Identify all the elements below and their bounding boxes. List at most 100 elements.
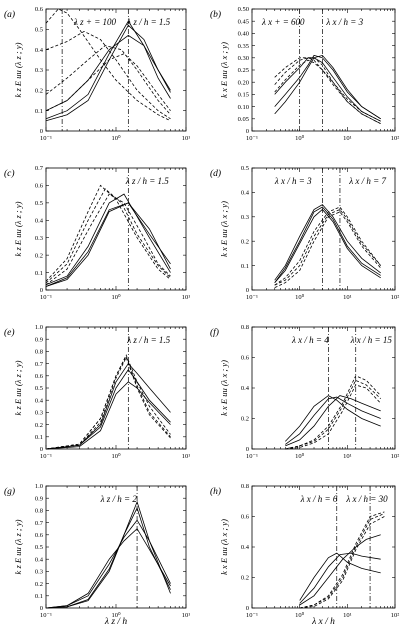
annotation: λ x / h = 15 — [350, 335, 393, 345]
y-tick-label: 0.8 — [241, 324, 249, 331]
panel-a: 0 0.1 0.2 0.3 0.4 0.5 0.6 10⁻¹ 10⁰ 10¹ (a) λ z + = … — [4, 6, 190, 142]
series-line-6 — [45, 356, 171, 450]
x-tick-label: 10² — [391, 294, 400, 301]
series-line-4 — [274, 57, 381, 125]
y-tick-label: 0.9 — [35, 495, 43, 502]
axes-frame — [251, 8, 396, 132]
annotation: λ x / h = 4 — [291, 335, 329, 345]
series-line-3 — [45, 519, 171, 609]
annotation: λ z / h = 2 — [100, 494, 138, 504]
x-tick-label: 10⁻¹ — [246, 294, 258, 301]
x-axis-label-left: λ z / h — [104, 617, 128, 627]
x-tick-label: 10⁰ — [111, 134, 121, 142]
y-tick-label: 0.4 — [35, 397, 44, 404]
series-line-2 — [274, 54, 381, 120]
y-tick-label: 0.20 — [238, 79, 249, 86]
x-tick-label: 10⁻¹ — [40, 294, 52, 301]
y-tick-label: 0.6 — [241, 514, 250, 521]
y-tick-label: 0.8 — [35, 349, 43, 356]
annotation: λ x / h = 3 — [274, 176, 312, 186]
y-tick-label: 0.5 — [35, 544, 43, 551]
y-tick-label: 0.4 — [35, 556, 44, 563]
panel-d: 0 0.1 0.2 0.3 0.4 0.5 10⁻¹ 10⁰ 10¹ 10² (d) λ x / h … — [210, 165, 399, 301]
y-tick-label: 0 — [246, 605, 249, 612]
y-tick-label: 0.1 — [35, 270, 43, 277]
x-tick-label: 10¹ — [182, 294, 191, 301]
x-tick-label: 10¹ — [343, 294, 352, 301]
x-tick-label: 10⁻¹ — [40, 612, 52, 619]
y-tick-label: 0.3 — [241, 214, 249, 221]
y-tick-label: 0.4 — [241, 385, 250, 392]
y-tick-label: 0.6 — [35, 183, 44, 190]
series-line-4 — [45, 528, 171, 609]
series-line-6 — [299, 516, 385, 609]
y-tick-label: 0.3 — [35, 235, 43, 242]
y-tick-label: 0.50 — [238, 6, 249, 13]
y-tick-label: 0.05 — [238, 116, 249, 123]
annotation: λ x + = 600 — [261, 17, 305, 27]
y-tick-label: 0.2 — [241, 575, 249, 582]
annotation: λ z / h = 1.5 — [125, 176, 169, 186]
series-line-1 — [45, 24, 171, 122]
x-tick-label: 10¹ — [343, 135, 352, 142]
y-tick-label: 0.9 — [35, 336, 43, 343]
x-tick-label: 10⁰ — [295, 452, 305, 460]
annotation: λ x / h = 30 — [345, 494, 388, 504]
y-axis-label: k x E uu (λ x ; y) — [219, 360, 229, 416]
y-axis-label: k z E uu (λ z ; y) — [13, 201, 23, 256]
y-tick-label: 0.5 — [241, 165, 249, 172]
annotation: λ z / h = 1.5 — [126, 17, 170, 27]
x-axis-label-right: λ x / h — [311, 617, 335, 627]
y-tick-label: 0 — [40, 605, 43, 612]
y-tick-label: 0.6 — [35, 532, 44, 539]
y-tick-label: 0.4 — [241, 190, 250, 197]
y-tick-label: 0.1 — [35, 434, 43, 441]
y-axis-label: k x E uu (λ x ; y) — [219, 519, 229, 575]
y-tick-label: 1.0 — [35, 324, 43, 331]
panel-e: 0 0.1 0.2 0.3 0.4 0.5 0.6 0.7 0.8 0.9 1.0 10⁻¹ 10⁰ 10… — [4, 324, 190, 460]
x-tick-label: 10⁻¹ — [40, 135, 52, 142]
series-line-1 — [274, 204, 381, 281]
series-line-3 — [285, 395, 381, 447]
series-line-5 — [45, 188, 171, 284]
axes-frame — [251, 167, 396, 291]
y-tick-label: 0.2 — [35, 422, 43, 429]
x-tick-label: 10⁰ — [295, 134, 305, 142]
series-line-4 — [274, 206, 382, 286]
y-tick-label: 0 — [246, 128, 249, 135]
axes-frame — [45, 485, 187, 609]
annotation: λ x / h = 3 — [325, 17, 363, 27]
series-line-5 — [45, 355, 171, 450]
series-line-2 — [285, 396, 381, 445]
axes-frame — [45, 8, 187, 132]
y-tick-label: 0.6 — [35, 6, 44, 13]
y-tick-label: 0 — [40, 128, 43, 135]
y-tick-label: 0.10 — [238, 104, 249, 111]
series-line-6 — [285, 384, 381, 450]
series-line-4 — [45, 354, 171, 450]
y-tick-label: 0.3 — [35, 569, 43, 576]
axes-frame — [251, 326, 396, 450]
y-axis-label: k z E uu (λ z ; y) — [13, 360, 23, 415]
panel-letter: (d) — [210, 168, 221, 179]
x-tick-label: 10⁻¹ — [246, 135, 258, 142]
panel-letter: (g) — [4, 486, 15, 497]
y-tick-label: 0.1 — [35, 593, 43, 600]
x-tick-label: 10⁰ — [295, 293, 305, 301]
y-tick-label: 0.8 — [35, 508, 43, 515]
y-tick-label: 0.15 — [238, 92, 249, 99]
panel-letter: (a) — [4, 9, 15, 20]
series-line-6 — [45, 45, 171, 115]
y-tick-label: 0.45 — [238, 18, 249, 25]
y-tick-label: 0.3 — [35, 67, 43, 74]
y-tick-label: 0.3 — [35, 410, 43, 417]
series-line-5 — [274, 209, 382, 286]
series-line-2 — [45, 506, 171, 609]
y-tick-label: 0.5 — [35, 200, 43, 207]
y-axis-label: k x E uu (λ x ; y) — [219, 201, 229, 257]
x-tick-label: 10² — [391, 612, 400, 619]
series-line-3 — [274, 208, 381, 283]
series-line-3 — [274, 57, 381, 122]
y-tick-label: 0.2 — [35, 88, 43, 95]
series-line-1 — [274, 54, 381, 120]
